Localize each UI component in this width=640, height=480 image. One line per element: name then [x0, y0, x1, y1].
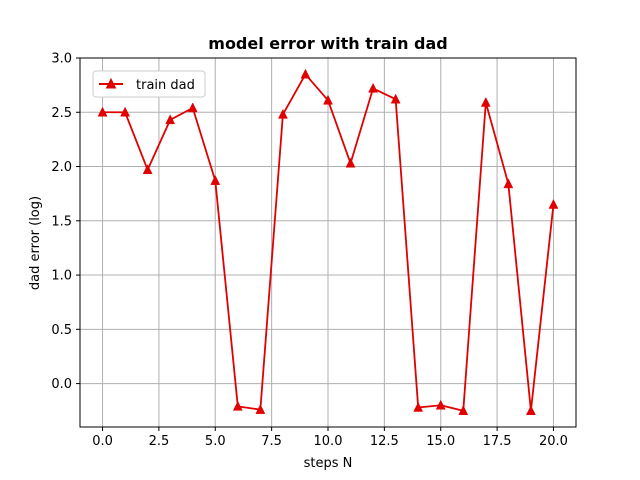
- data-point-triangle: [548, 198, 559, 209]
- x-tick-label: 12.5: [370, 434, 399, 449]
- data-point-triangle: [368, 82, 378, 93]
- y-tick-label: 2.0: [51, 160, 72, 175]
- x-tick-label: 0.0: [92, 434, 113, 449]
- grid-layer: [80, 57, 576, 427]
- y-axis-label: dad error (log): [28, 196, 43, 290]
- data-point-triangle: [458, 405, 469, 415]
- data-point-triangle: [503, 178, 514, 189]
- y-tick-label: 1.0: [51, 269, 72, 284]
- data-point-triangle: [97, 106, 108, 117]
- x-tick-label: 2.5: [149, 434, 170, 449]
- data-point-triangle: [323, 94, 333, 105]
- x-axis-label: steps N: [304, 456, 353, 471]
- data-point-triangle: [435, 399, 446, 410]
- data-point-triangle: [278, 108, 288, 119]
- data-point-triangle: [413, 401, 424, 412]
- data-point-triangle: [232, 400, 243, 411]
- data-point-triangle: [390, 93, 401, 104]
- y-tick-label: 0.5: [51, 323, 72, 338]
- ticks-layer: 0.0 2.5 5.0 7.5 10.0 12.5 15.0 17.5 20.0 0.0 0.5 1.…: [51, 52, 568, 450]
- legend: train dad: [92, 70, 206, 98]
- x-tick-label: 17.5: [483, 434, 512, 449]
- data-point-triangle: [345, 157, 356, 168]
- chart-title: model error with train dad: [208, 34, 447, 53]
- legend-box: [92, 70, 206, 98]
- data-point-triangle: [526, 405, 536, 415]
- data-point-triangle: [120, 106, 130, 117]
- data-point-triangle: [255, 404, 266, 414]
- data-point-triangle: [210, 175, 221, 185]
- y-tick-label: 2.5: [51, 106, 72, 121]
- data-point-triangle: [142, 164, 153, 175]
- data-point-triangle: [300, 68, 311, 79]
- y-tick-label: 0.0: [51, 377, 72, 392]
- x-tick-label: 15.0: [426, 434, 455, 449]
- x-tick-label: 5.0: [205, 434, 226, 449]
- data-point-triangle: [165, 114, 176, 125]
- y-tick-label: 3.0: [51, 52, 72, 67]
- data-point-triangle: [187, 102, 198, 113]
- x-tick-label: 7.5: [261, 434, 282, 449]
- x-tick-label: 10.0: [314, 434, 343, 449]
- series-layer: [97, 68, 559, 415]
- y-tick-label: 1.5: [51, 214, 72, 229]
- legend-triangle-marker: [105, 77, 117, 89]
- data-point-triangle: [480, 96, 491, 107]
- legend-label: train dad: [136, 78, 195, 93]
- x-tick-label: 20.0: [539, 434, 568, 449]
